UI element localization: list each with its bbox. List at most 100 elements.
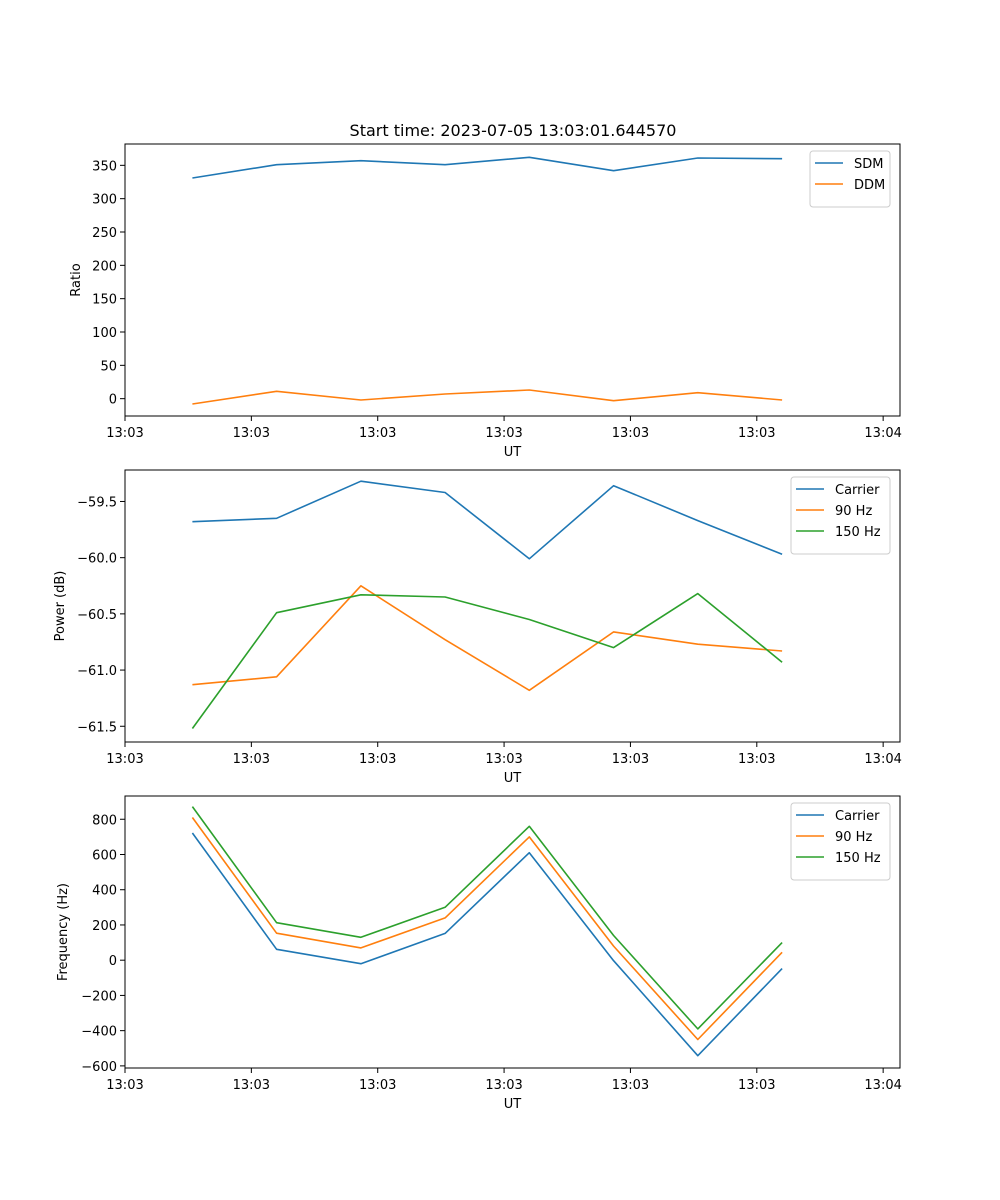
y-tick-label: 300 <box>92 193 117 208</box>
data-point-carrier <box>527 557 531 561</box>
legend: Carrier 90 Hz 150 Hz <box>790 476 891 555</box>
y-tick-label: 400 <box>92 884 117 899</box>
data-point-150-hz <box>780 660 784 664</box>
data-point-90-hz <box>696 642 700 646</box>
data-point-90-hz <box>443 916 447 920</box>
data-point-150-hz <box>612 646 616 650</box>
x-tick-label: 13:03 <box>738 1078 775 1093</box>
legend-label: 150 Hz <box>835 525 881 540</box>
x-tick-label: 13:03 <box>485 752 522 767</box>
data-point-ddm <box>612 399 616 403</box>
x-axis-label: UT <box>504 445 522 460</box>
chart-panel-1: 13:03 13:03 13:03 13:03 13:03 13:03 13:04 0 50 10… <box>69 143 902 460</box>
data-point-sdm <box>780 157 784 161</box>
x-tick-label: 13:03 <box>233 426 270 441</box>
data-point-90-hz <box>696 1037 700 1041</box>
x-tick-label: 13:03 <box>612 1078 649 1093</box>
series-line-sdm <box>192 156 783 179</box>
legend-label: SDM <box>854 157 883 172</box>
y-tick-label: −61.5 <box>77 720 117 735</box>
data-point-150-hz <box>527 824 531 828</box>
plot-frame <box>124 143 901 417</box>
series-line-carrier <box>192 480 783 560</box>
x-tick-label: 13:03 <box>738 752 775 767</box>
x-tick-label: 13:03 <box>738 426 775 441</box>
series-line-150-hz <box>191 592 783 729</box>
series-line-150-hz <box>191 806 783 1030</box>
data-point-sdm <box>696 156 700 160</box>
x-tick-label: 13:03 <box>233 1078 270 1093</box>
series-line-90-hz <box>192 584 783 692</box>
data-point-carrier <box>780 552 784 556</box>
y-tick-label: −200 <box>81 989 117 1004</box>
data-point-ddm <box>359 398 363 402</box>
data-point-ddm <box>190 402 194 406</box>
data-point-90-hz <box>527 688 531 692</box>
chart-panel-2: 13:03 13:03 13:03 13:03 13:03 13:03 13:04 −61.5… <box>53 469 902 786</box>
series-line-90-hz <box>191 817 783 1041</box>
x-axis-label: UT <box>504 1097 522 1112</box>
data-point-90-hz <box>612 630 616 634</box>
plot-frame <box>124 795 901 1069</box>
data-point-ddm <box>527 388 531 392</box>
data-point-90-hz <box>275 931 279 935</box>
data-point-carrier <box>527 851 531 855</box>
x-tick-label: 13:04 <box>864 1078 901 1093</box>
data-point-sdm <box>275 163 279 167</box>
data-point-carrier <box>780 967 784 971</box>
data-point-150-hz <box>696 1027 700 1031</box>
chart-title: Start time: 2023-07-05 13:03:01.644570 <box>350 121 677 140</box>
x-tick-label: 13:03 <box>359 752 396 767</box>
x-tick-label: 13:03 <box>233 752 270 767</box>
legend-box <box>809 150 891 208</box>
data-point-90-hz <box>780 649 784 653</box>
y-tick-label: −59.5 <box>77 495 117 510</box>
data-point-carrier <box>696 1054 700 1058</box>
data-point-ddm <box>275 389 279 393</box>
data-point-150-hz <box>359 593 363 597</box>
data-point-ddm <box>696 391 700 395</box>
y-tick-label: 600 <box>92 848 117 863</box>
x-axis-label: UT <box>504 771 522 786</box>
legend-label: Carrier <box>835 809 880 824</box>
data-point-90-hz <box>359 946 363 950</box>
data-point-carrier <box>612 484 616 488</box>
data-point-carrier <box>443 490 447 494</box>
data-point-sdm <box>527 155 531 159</box>
legend-label: 90 Hz <box>835 504 872 519</box>
legend-box <box>790 476 891 555</box>
legend-label: 90 Hz <box>835 830 872 845</box>
data-point-ddm <box>780 398 784 402</box>
data-point-carrier <box>275 516 279 520</box>
x-tick-label: 13:03 <box>106 752 143 767</box>
data-point-carrier <box>190 520 194 524</box>
legend: Carrier 90 Hz 150 Hz <box>790 802 891 881</box>
x-tick-label: 13:04 <box>864 426 901 441</box>
y-tick-label: 350 <box>92 159 117 174</box>
y-tick-label: 250 <box>92 226 117 241</box>
data-point-carrier <box>443 931 447 935</box>
data-point-150-hz <box>190 727 194 731</box>
x-tick-label: 13:03 <box>485 426 522 441</box>
data-point-90-hz <box>275 675 279 679</box>
data-point-carrier <box>359 479 363 483</box>
y-tick-label: −600 <box>81 1060 117 1075</box>
data-point-carrier <box>275 947 279 951</box>
x-tick-label: 13:04 <box>864 752 901 767</box>
y-tick-label: 0 <box>109 393 117 408</box>
x-tick-label: 13:03 <box>612 752 649 767</box>
data-point-90-hz <box>443 638 447 642</box>
x-tick-label: 13:03 <box>359 1078 396 1093</box>
data-point-ddm <box>443 392 447 396</box>
x-tick-label: 13:03 <box>612 426 649 441</box>
plot-frame <box>124 469 901 743</box>
data-point-90-hz <box>359 584 363 588</box>
data-point-sdm <box>443 163 447 167</box>
legend-label: DDM <box>854 178 885 193</box>
data-point-150-hz <box>780 941 784 945</box>
x-tick-label: 13:03 <box>106 426 143 441</box>
data-point-sdm <box>359 159 363 163</box>
y-tick-label: 200 <box>92 259 117 274</box>
data-point-150-hz <box>443 905 447 909</box>
y-tick-label: 150 <box>92 293 117 308</box>
